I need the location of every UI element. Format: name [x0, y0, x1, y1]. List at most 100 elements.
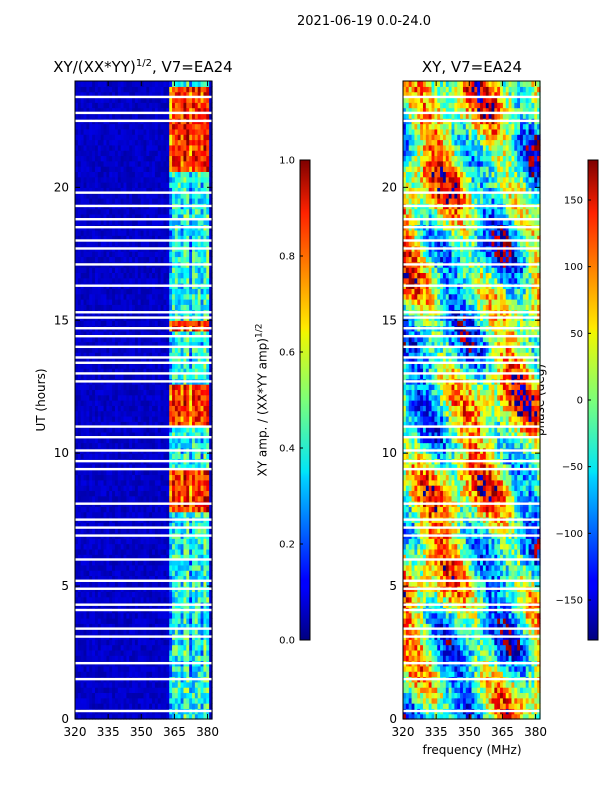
amplitude-cell — [123, 649, 127, 656]
amplitude-cell — [137, 336, 142, 343]
amplitude-cell — [75, 341, 79, 348]
amplitude-cell — [177, 166, 182, 172]
amplitude-cell — [160, 681, 165, 688]
amplitude-cell — [177, 575, 182, 582]
amplitude-cell — [169, 362, 173, 369]
amplitude-cell — [154, 687, 159, 694]
amplitude-cell — [80, 341, 85, 348]
amplitude-cell — [114, 548, 119, 555]
amplitude-cell — [197, 373, 202, 380]
amplitude-cell — [154, 405, 159, 412]
amplitude-cell — [189, 490, 193, 497]
amplitude-cell — [169, 671, 173, 678]
amplitude-cell — [83, 336, 88, 343]
amplitude-cell — [80, 426, 85, 433]
amplitude-cell — [92, 628, 96, 635]
amplitude-cell — [134, 681, 139, 688]
amplitude-cell — [123, 681, 127, 688]
amplitude-cell — [157, 527, 162, 534]
amplitude-cell — [77, 485, 82, 491]
amplitude-cell — [192, 522, 196, 529]
amplitude-cell — [75, 554, 79, 561]
amplitude-cell — [189, 235, 193, 242]
amplitude-cell — [106, 272, 110, 279]
amplitude-cell — [129, 272, 133, 279]
amplitude-cell — [163, 628, 167, 635]
amplitude-cell — [109, 671, 113, 678]
amplitude-cell — [132, 166, 136, 172]
amplitude-cell — [92, 474, 96, 481]
amplitude-cell — [80, 575, 85, 582]
amplitude-cell — [92, 617, 96, 624]
amplitude-cell — [149, 479, 153, 486]
amplitude-cell — [169, 538, 173, 545]
amplitude-cell — [86, 596, 90, 603]
amplitude-cell — [80, 272, 85, 279]
amplitude-cell — [194, 506, 199, 513]
amplitude-cell — [146, 277, 150, 284]
amplitude-cell — [172, 469, 176, 476]
amplitude-cell — [163, 171, 167, 178]
amplitude-cell — [183, 490, 187, 497]
amplitude-cell — [203, 554, 207, 561]
amplitude-cell — [83, 495, 88, 502]
amplitude-cell — [169, 612, 173, 619]
amplitude-cell — [129, 373, 133, 380]
amplitude-cell — [177, 229, 182, 236]
amplitude-cell — [132, 681, 136, 688]
amplitude-cell — [140, 341, 145, 348]
amplitude-cell — [92, 463, 96, 470]
amplitude-cell — [123, 538, 127, 545]
amplitude-cell — [114, 463, 119, 470]
amplitude-cell — [192, 527, 196, 534]
amplitude-cell — [163, 485, 167, 491]
amplitude-cell — [180, 197, 185, 204]
amplitude-cell — [143, 612, 147, 619]
amplitude-cell — [186, 580, 190, 587]
amplitude-cell — [132, 293, 136, 300]
amplitude-cell — [126, 304, 130, 311]
amplitude-cell — [92, 182, 96, 188]
amplitude-cell — [166, 330, 170, 337]
amplitude-cell — [126, 357, 130, 364]
amplitude-cell — [109, 506, 113, 513]
amplitude-cell — [75, 431, 79, 438]
amplitude-cell — [103, 176, 107, 183]
amplitude-cell — [143, 362, 147, 369]
amplitude-cell — [100, 681, 105, 688]
amplitude-cell — [200, 490, 205, 497]
amplitude-cell — [154, 421, 159, 428]
amplitude-cell — [154, 426, 159, 433]
amplitude-cell — [97, 187, 102, 194]
amplitude-cell — [180, 687, 185, 694]
amplitude-cell — [206, 474, 210, 481]
amplitude-cell — [134, 495, 139, 502]
amplitude-cell — [132, 235, 136, 242]
amplitude-cell — [100, 463, 105, 470]
amplitude-cell — [166, 166, 170, 172]
amplitude-cell — [146, 442, 150, 449]
amplitude-cell — [100, 453, 105, 460]
amplitude-cell — [172, 453, 176, 460]
amplitude-cell — [92, 671, 96, 678]
amplitude-cell — [209, 623, 213, 630]
amplitude-cell — [132, 346, 136, 353]
amplitude-cell — [103, 474, 107, 481]
amplitude-cell — [183, 384, 187, 390]
amplitude-cell — [137, 394, 142, 401]
amplitude-cell — [146, 554, 150, 561]
amplitude-cell — [100, 469, 105, 476]
amplitude-cell — [157, 485, 162, 491]
amplitude-cell — [197, 713, 202, 720]
amplitude-cell — [129, 235, 133, 242]
amplitude-cell — [209, 639, 213, 646]
amplitude-cell — [86, 389, 90, 396]
amplitude-cell — [109, 564, 113, 571]
amplitude-cell — [186, 570, 190, 577]
amplitude-cell — [177, 687, 182, 694]
amplitude-cell — [123, 623, 127, 630]
amplitude-cell — [112, 373, 116, 380]
amplitude-cell — [129, 384, 133, 390]
amplitude-cell — [152, 559, 156, 566]
amplitude-cell — [174, 208, 179, 215]
